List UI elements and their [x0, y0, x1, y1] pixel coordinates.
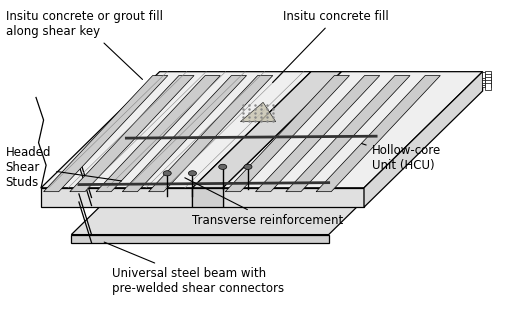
Polygon shape [172, 205, 197, 235]
Text: Transverse reinforcement: Transverse reinforcement [184, 178, 343, 226]
Polygon shape [222, 72, 482, 188]
Polygon shape [41, 188, 192, 207]
Text: Hollow-core
Unit (HCU): Hollow-core Unit (HCU) [361, 144, 440, 172]
Polygon shape [192, 188, 222, 207]
Circle shape [243, 164, 251, 169]
Polygon shape [240, 102, 275, 122]
Polygon shape [71, 235, 328, 243]
Text: Universal steel beam with
pre-welded shear connectors: Universal steel beam with pre-welded she… [104, 242, 283, 295]
Polygon shape [91, 142, 365, 198]
Polygon shape [122, 75, 246, 192]
Text: Insitu concrete fill: Insitu concrete fill [272, 10, 388, 83]
Polygon shape [70, 75, 194, 192]
Polygon shape [363, 72, 482, 207]
Polygon shape [41, 72, 311, 188]
Polygon shape [71, 179, 385, 235]
Polygon shape [285, 75, 409, 192]
Polygon shape [96, 75, 220, 192]
Bar [482, 75, 489, 80]
Polygon shape [255, 75, 379, 192]
Text: Insitu concrete or grout fill
along shear key: Insitu concrete or grout fill along shea… [6, 10, 163, 79]
Polygon shape [192, 72, 341, 188]
Bar [484, 83, 490, 90]
Circle shape [188, 171, 196, 176]
Polygon shape [43, 75, 168, 192]
Text: Headed
Shear
Studs: Headed Shear Studs [6, 146, 121, 189]
Bar [482, 82, 489, 87]
Polygon shape [91, 198, 308, 205]
Polygon shape [222, 188, 363, 207]
Bar [484, 71, 490, 77]
Bar [484, 74, 490, 80]
Bar [482, 79, 489, 85]
Polygon shape [148, 75, 272, 192]
Bar [482, 73, 489, 78]
Bar [482, 77, 489, 83]
Bar [484, 77, 490, 83]
Polygon shape [225, 75, 349, 192]
Polygon shape [316, 75, 439, 192]
Bar [484, 80, 490, 87]
Circle shape [163, 171, 171, 176]
Circle shape [218, 164, 226, 169]
